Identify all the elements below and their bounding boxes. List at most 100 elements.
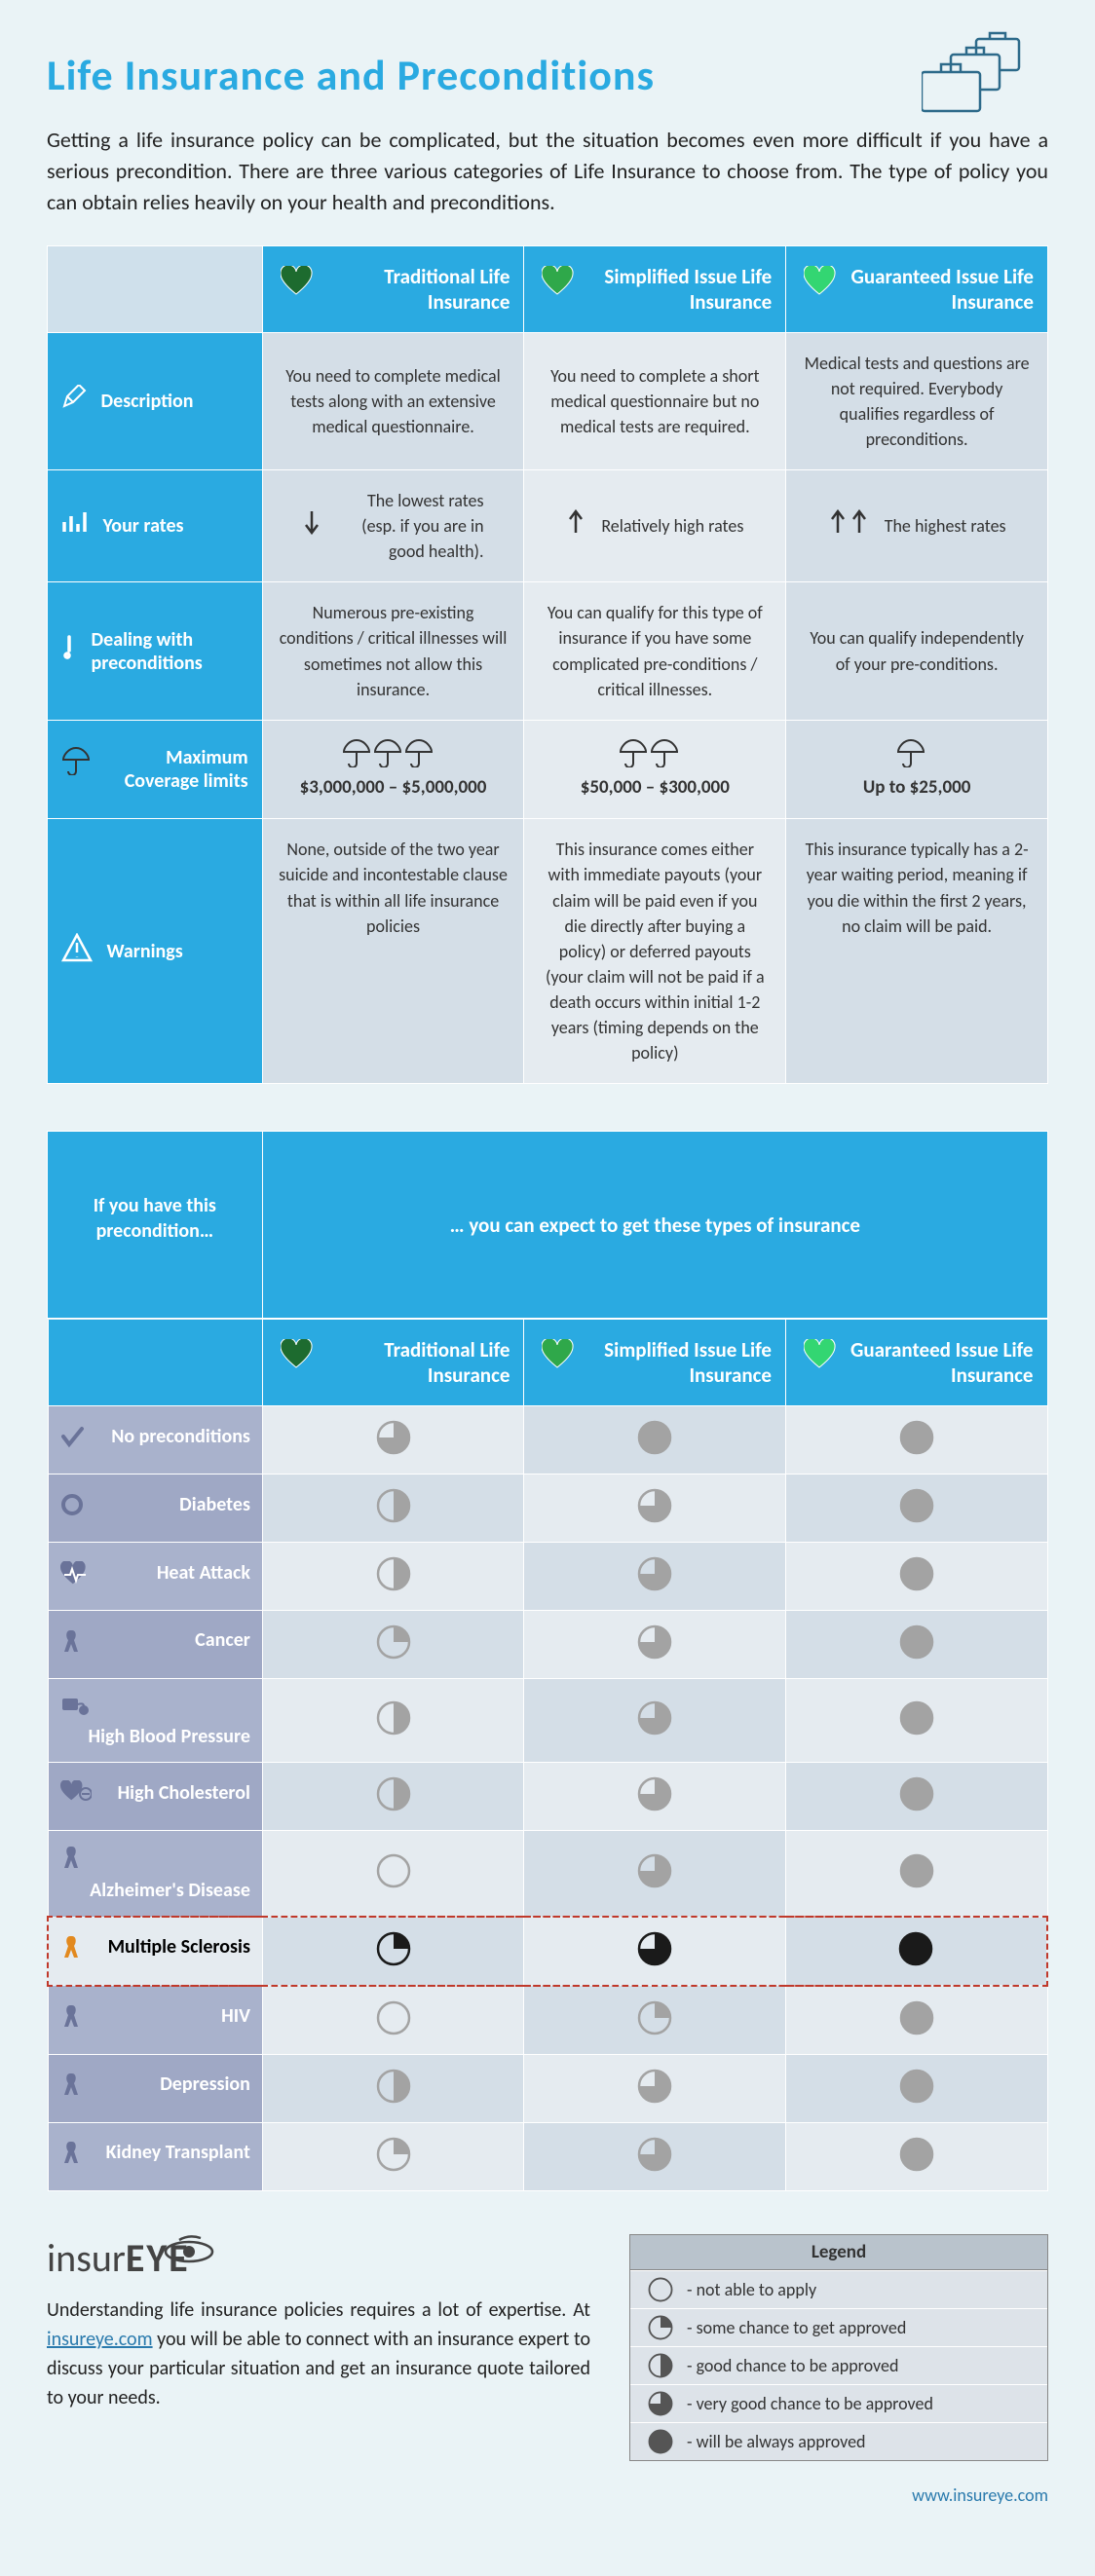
pc-label-text-heart: Heat Attack — [157, 1562, 250, 1585]
pc-none-c3 — [785, 1406, 1047, 1475]
legend: Legend - not able to apply- some chance … — [629, 2234, 1048, 2461]
pc-alz-c1 — [262, 1830, 524, 1916]
rates-c3: The highest rates — [786, 470, 1048, 582]
cov-c2-text: $50,000 – $300,000 — [540, 774, 770, 802]
t2-sublabel-blank — [48, 1320, 262, 1406]
cov-c3-text: Up to $25,000 — [802, 774, 1032, 802]
pc-chol-c1 — [262, 1762, 524, 1830]
legend-row: - very good chance to be approved — [630, 2384, 1047, 2422]
ribbon-icon — [60, 2003, 82, 2036]
heartbeat-icon — [60, 1561, 90, 1592]
row-precon-label: Dealing with preconditions — [48, 582, 263, 720]
pc-label-text-chol: High Cholesterol — [118, 1782, 250, 1805]
footer-text: Understanding life insurance policies re… — [47, 2296, 590, 2412]
row-rates-label: Your rates — [48, 470, 263, 582]
legend-item-text: - will be always approved — [687, 2431, 866, 2452]
pc-alz-c2 — [524, 1830, 786, 1916]
check-icon — [60, 1425, 88, 1456]
precon-c1: Numerous pre-existing conditions / criti… — [262, 582, 524, 720]
pc-dep-c1 — [262, 2054, 524, 2122]
pc-cancer-c3 — [785, 1611, 1047, 1679]
bp-icon — [60, 1693, 90, 1724]
rates-c2-text: Relatively high rates — [601, 513, 743, 539]
pc-label-chol: High Cholesterol — [48, 1762, 262, 1830]
rates-c2: Relatively high rates — [524, 470, 786, 582]
pc-alz-c3 — [785, 1830, 1047, 1916]
row-warnings-label: Warnings — [48, 819, 263, 1084]
t2-header-label: If you have this precondition… — [48, 1132, 263, 1319]
row-coverage-label: Maximum Coverage limits — [48, 720, 263, 819]
footer-url[interactable]: www.insureye.com — [47, 2484, 1048, 2506]
warn-c3: This insurance typically has a 2-year wa… — [786, 819, 1048, 1084]
col-simplified-label: Simplified Issue Life Insurance — [604, 264, 772, 315]
pc-heart-c2 — [524, 1543, 786, 1611]
cov-c2: $50,000 – $300,000 — [524, 720, 786, 819]
t2-col-simp-label: Simplified Issue Life Insurance — [604, 1337, 772, 1388]
footer-link[interactable]: insureye.com — [47, 2328, 153, 2351]
pc-dep-c2 — [524, 2054, 786, 2122]
pc-chol-c2 — [524, 1762, 786, 1830]
ribbon-icon — [60, 1628, 82, 1661]
pc-label-diabetes: Diabetes — [48, 1475, 262, 1543]
pc-cancer-c1 — [262, 1611, 524, 1679]
brand-logo: insurEYE — [47, 2234, 590, 2282]
pc-label-hbp: High Blood Pressure — [48, 1679, 262, 1763]
t2-col-simplified: Simplified Issue Life Insurance — [524, 1320, 786, 1406]
pc-label-heart: Heat Attack — [48, 1543, 262, 1611]
pc-label-hiv: HIV — [48, 1986, 262, 2055]
pc-kidney-c3 — [785, 2122, 1047, 2190]
desc-c1: You need to complete medical tests along… — [262, 332, 524, 469]
pc-hbp-c3 — [785, 1679, 1047, 1763]
precon-c2: You can qualify for this type of insuran… — [524, 582, 786, 720]
pc-label-text-hiv: HIV — [221, 2005, 250, 2028]
page-title: Life Insurance and Preconditions — [47, 29, 1048, 125]
precondition-table: If you have this precondition… … you can… — [47, 1131, 1048, 1319]
pc-dep-c3 — [785, 2054, 1047, 2122]
precondition-table-body: Traditional Life Insurance Simplified Is… — [47, 1319, 1048, 2190]
pc-label-kidney: Kidney Transplant — [48, 2122, 262, 2190]
pc-cancer-c2 — [524, 1611, 786, 1679]
legend-row: - good chance to be approved — [630, 2346, 1047, 2384]
pc-none-c1 — [262, 1406, 524, 1475]
cov-c3: Up to $25,000 — [786, 720, 1048, 819]
footer-text-a: Understanding life insurance policies re… — [47, 2298, 590, 2322]
col-header-simplified: Simplified Issue Life Insurance — [524, 245, 786, 332]
legend-item-text: - very good chance to be approved — [687, 2393, 933, 2414]
pc-hiv-c2 — [524, 1986, 786, 2055]
pc-diabetes-c2 — [524, 1475, 786, 1543]
pc-label-cancer: Cancer — [48, 1611, 262, 1679]
pc-hiv-c1 — [262, 1986, 524, 2055]
legend-item-text: - some chance to get approved — [687, 2317, 906, 2338]
t2-col-trad-label: Traditional Life Insurance — [384, 1337, 510, 1388]
legend-row: - will be always approved — [630, 2422, 1047, 2460]
pc-ms-c1 — [262, 1917, 524, 1986]
ribbon-icon — [60, 2072, 82, 2105]
pc-hbp-c2 — [524, 1679, 786, 1763]
pc-label-text-dep: Depression — [160, 2073, 250, 2096]
pc-chol-c3 — [785, 1762, 1047, 1830]
ribbon-icon — [60, 1845, 82, 1878]
legend-row: - not able to apply — [630, 2270, 1047, 2308]
pc-label-none: No preconditions — [48, 1406, 262, 1475]
desc-c3: Medical tests and questions are not requ… — [786, 332, 1048, 469]
intro-text: Getting a life insurance policy can be c… — [47, 125, 1048, 218]
rates-c1: The lowest rates (esp. if you are in goo… — [262, 470, 524, 582]
t2-header-span: … you can expect to get these types of i… — [262, 1132, 1047, 1319]
logo-text-a: insur — [47, 2234, 126, 2282]
t2-col-traditional: Traditional Life Insurance — [262, 1320, 524, 1406]
pc-label-text-ms: Multiple Sclerosis — [108, 1936, 250, 1959]
pc-label-text-hbp: High Blood Pressure — [89, 1726, 250, 1748]
col-guaranteed-label: Guaranteed Issue Life Insurance — [851, 264, 1034, 315]
eye-icon — [162, 2234, 216, 2263]
pc-diabetes-c3 — [785, 1475, 1047, 1543]
col-traditional-label: Traditional Life Insurance — [384, 264, 510, 315]
pc-label-text-cancer: Cancer — [195, 1629, 250, 1652]
briefcase-icon — [922, 25, 1048, 113]
pc-label-text-none: No preconditions — [111, 1426, 250, 1448]
warn-c2: This insurance comes either with immedia… — [524, 819, 786, 1084]
rates-text: Your rates — [103, 514, 184, 538]
comparison-table: Traditional Life Insurance Simplified Is… — [47, 245, 1048, 1085]
rates-c3-text: The highest rates — [885, 513, 1006, 539]
pc-label-dep: Depression — [48, 2054, 262, 2122]
legend-item-text: - good chance to be approved — [687, 2355, 898, 2376]
